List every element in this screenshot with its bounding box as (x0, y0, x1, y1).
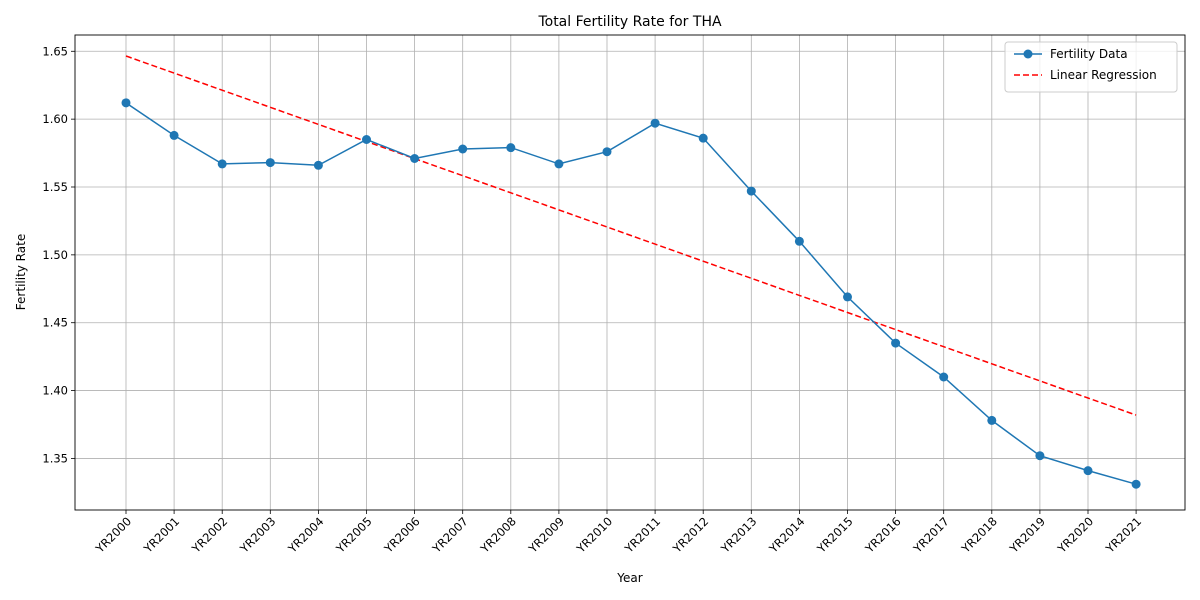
data-point-fertility (1083, 466, 1093, 476)
y-axis: 1.35 1.40 1.45 1.50 1.55 1.60 1.65 (42, 44, 75, 465)
data-point-fertility (794, 236, 804, 246)
data-point-fertility (698, 133, 708, 143)
legend-marker-fertility-data (1023, 49, 1033, 59)
y-tick-label: 1.35 (42, 451, 68, 465)
data-point-fertility (939, 372, 949, 382)
series-line-fertility-data (125, 102, 1137, 485)
legend-box (1004, 41, 1178, 93)
series-layer (121, 55, 1141, 489)
grid (75, 35, 1185, 510)
legend: Fertility Data Linear Regression (1004, 41, 1178, 93)
legend-label-linear-regression: Linear Regression (1050, 68, 1157, 82)
data-point-fertility (1131, 479, 1141, 489)
data-point-fertility (217, 159, 227, 169)
y-tick-label: 1.50 (42, 248, 68, 262)
data-point-fertility (506, 143, 516, 153)
y-tick-label: 1.55 (42, 180, 68, 194)
data-point-fertility (313, 160, 323, 170)
data-point-fertility (602, 147, 612, 157)
y-tick-label: 1.40 (42, 384, 68, 398)
data-point-fertility (169, 130, 179, 140)
x-axis-label: Year (616, 571, 642, 585)
data-point-fertility (265, 158, 275, 168)
data-point-fertility (987, 415, 997, 425)
y-axis-label: Fertility Rate (14, 234, 28, 310)
data-point-fertility (458, 144, 468, 154)
data-point-fertility (843, 292, 852, 302)
data-point-fertility (650, 118, 660, 128)
series-line-linear-regression (125, 55, 1137, 416)
y-tick-label: 1.45 (42, 316, 68, 330)
data-point-fertility (362, 135, 371, 144)
data-point-fertility (554, 159, 564, 169)
chart-title: Total Fertility Rate for THA (537, 14, 722, 30)
y-tick-label: 1.60 (42, 112, 68, 126)
legend-label-fertility-data: Fertility Data (1050, 47, 1128, 61)
data-point-fertility (410, 154, 420, 163)
data-point-fertility (1035, 451, 1045, 461)
plot-frame (74, 34, 1186, 511)
y-tick-label: 1.65 (42, 44, 68, 58)
data-point-fertility (891, 338, 901, 348)
data-point-fertility (121, 98, 131, 108)
data-point-fertility (746, 186, 756, 196)
